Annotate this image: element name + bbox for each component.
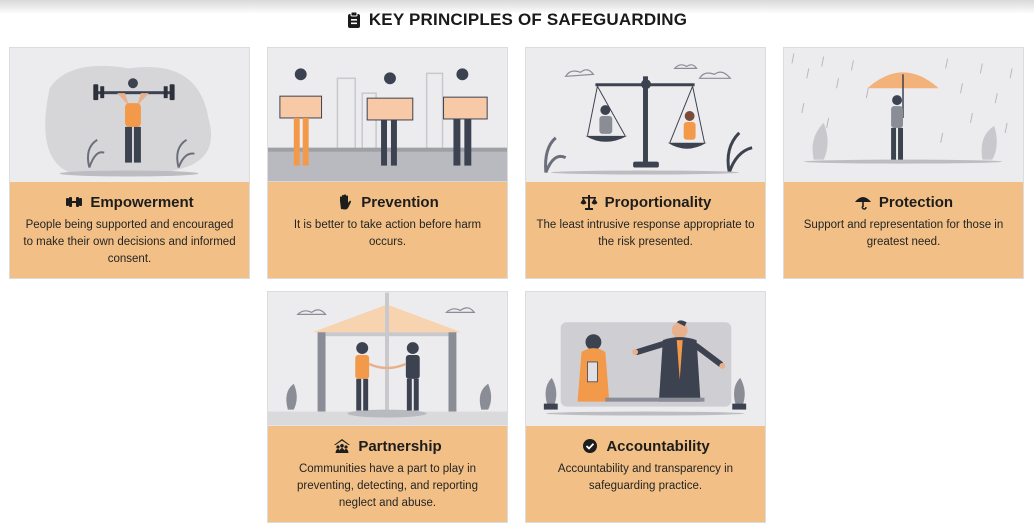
principle-heading: Empowerment bbox=[20, 192, 239, 212]
principle-heading: Prevention bbox=[278, 192, 497, 212]
principle-title: Protection bbox=[878, 193, 954, 211]
principle-card-proportionality: Proportionality The least intrusive resp… bbox=[525, 47, 766, 279]
principle-description: The least intrusive response appropriate… bbox=[536, 219, 755, 248]
principle-heading: Accountability bbox=[536, 436, 755, 456]
principle-description: Communities have a part to play in preve… bbox=[297, 463, 478, 509]
proportionality-illustration bbox=[526, 48, 765, 182]
community-icon bbox=[334, 439, 351, 453]
page-title-text: KEY PRINCIPLES OF SAFEGUARDING bbox=[368, 10, 688, 29]
principle-title: Empowerment bbox=[90, 193, 194, 211]
principle-title: Prevention bbox=[361, 193, 439, 211]
principle-card-accountability: Accountability Accountability and transp… bbox=[525, 291, 766, 523]
check-circle-icon bbox=[583, 439, 598, 453]
principle-heading: Protection bbox=[794, 192, 1013, 212]
principle-title: Proportionality bbox=[604, 193, 712, 211]
umbrella-icon bbox=[854, 197, 871, 210]
accountability-illustration bbox=[526, 292, 765, 426]
principle-description: Support and representation for those in … bbox=[803, 219, 1004, 248]
principle-description: It is better to take action before harm … bbox=[293, 219, 482, 248]
page-title: KEY PRINCIPLES OF SAFEGUARDING bbox=[0, 8, 1034, 32]
partnership-illustration bbox=[268, 292, 507, 426]
principle-card-empowerment: Empowerment People being supported and e… bbox=[9, 47, 250, 279]
prevention-illustration bbox=[268, 48, 507, 182]
raised-hand-icon bbox=[340, 194, 352, 210]
principle-description: Accountability and transparency in safeg… bbox=[557, 463, 734, 492]
principle-heading: Proportionality bbox=[536, 192, 755, 212]
clipboard-icon bbox=[347, 12, 360, 28]
principle-title: Partnership bbox=[358, 437, 442, 455]
principle-card-protection: Protection Support and representation fo… bbox=[783, 47, 1024, 279]
dumbbell-icon bbox=[66, 197, 83, 207]
empowerment-illustration bbox=[10, 48, 249, 182]
principle-heading: Partnership bbox=[278, 436, 497, 456]
protection-illustration bbox=[784, 48, 1023, 182]
principle-title: Accountability bbox=[606, 437, 710, 455]
principle-description: People being supported and encouraged to… bbox=[23, 219, 236, 265]
principle-card-partnership: Partnership Communities have a part to p… bbox=[267, 291, 508, 523]
principle-card-prevention: Prevention It is better to take action b… bbox=[267, 47, 508, 279]
scales-icon bbox=[580, 195, 598, 210]
top-shadow bbox=[0, 0, 1034, 14]
